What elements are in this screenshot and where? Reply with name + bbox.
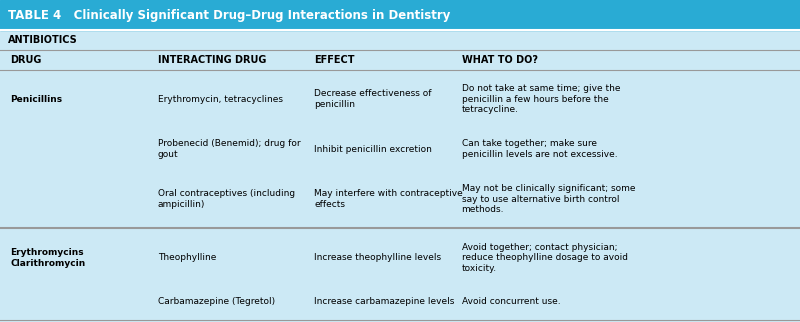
Text: Avoid concurrent use.: Avoid concurrent use. — [462, 298, 560, 307]
Text: Carbamazepine (Tegretol): Carbamazepine (Tegretol) — [158, 298, 274, 307]
Text: Avoid together; contact physician;
reduce theophylline dosage to avoid
toxicity.: Avoid together; contact physician; reduc… — [462, 243, 627, 273]
Text: Decrease effectiveness of
penicillin: Decrease effectiveness of penicillin — [314, 89, 432, 109]
Text: Erythromycins
Clarithromycin: Erythromycins Clarithromycin — [10, 248, 86, 268]
Text: Penicillins: Penicillins — [10, 94, 62, 103]
Text: Probenecid (Benemid); drug for
gout: Probenecid (Benemid); drug for gout — [158, 139, 300, 159]
Text: Oral contraceptives (including
ampicillin): Oral contraceptives (including ampicilli… — [158, 189, 294, 209]
Bar — [0, 0, 800, 30]
Text: Inhibit penicillin excretion: Inhibit penicillin excretion — [314, 145, 432, 154]
Text: Erythromycin, tetracyclines: Erythromycin, tetracyclines — [158, 94, 282, 103]
Text: WHAT TO DO?: WHAT TO DO? — [462, 55, 538, 65]
Text: Increase carbamazepine levels: Increase carbamazepine levels — [314, 298, 454, 307]
Text: TABLE 4   Clinically Significant Drug–Drug Interactions in Dentistry: TABLE 4 Clinically Significant Drug–Drug… — [8, 8, 450, 22]
Text: ANTIBIOTICS: ANTIBIOTICS — [8, 35, 78, 45]
Text: Do not take at same time; give the
penicillin a few hours before the
tetracyclin: Do not take at same time; give the penic… — [462, 84, 620, 114]
Text: DRUG: DRUG — [10, 55, 42, 65]
Text: May interfere with contraceptive
effects: May interfere with contraceptive effects — [314, 189, 463, 209]
Text: May not be clinically significant; some
say to use alternative birth control
met: May not be clinically significant; some … — [462, 184, 635, 214]
Text: INTERACTING DRUG: INTERACTING DRUG — [158, 55, 266, 65]
Text: Theophylline: Theophylline — [158, 253, 216, 262]
Text: Increase theophylline levels: Increase theophylline levels — [314, 253, 442, 262]
Text: EFFECT: EFFECT — [314, 55, 355, 65]
Text: Can take together; make sure
penicillin levels are not excessive.: Can take together; make sure penicillin … — [462, 139, 618, 159]
